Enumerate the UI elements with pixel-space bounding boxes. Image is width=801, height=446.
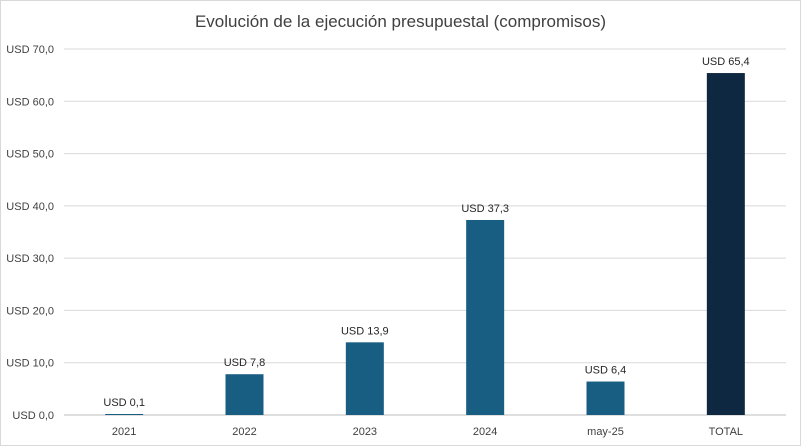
y-tick-label: USD 20,0 <box>6 305 54 317</box>
data-label: USD 7,8 <box>224 357 266 369</box>
x-tick-label: 2022 <box>232 426 256 438</box>
data-label: USD 65,4 <box>702 56 750 68</box>
bar <box>586 381 625 415</box>
y-tick-label: USD 60,0 <box>6 96 54 108</box>
y-tick-label: USD 0,0 <box>12 410 54 422</box>
x-tick-label: 2023 <box>353 426 377 438</box>
bar-total <box>706 73 745 416</box>
data-label: USD 13,9 <box>341 325 389 337</box>
y-tick-label: USD 10,0 <box>6 358 54 370</box>
x-tick-label: 2021 <box>112 426 136 438</box>
x-tick-label: TOTAL <box>709 426 743 438</box>
chart-title: Evolución de la ejecución presupuestal (… <box>194 12 607 31</box>
y-tick-label: USD 30,0 <box>6 253 54 265</box>
y-tick-label: USD 50,0 <box>6 149 54 161</box>
data-label: USD 0,1 <box>103 397 145 409</box>
data-label: USD 37,3 <box>461 203 509 215</box>
data-label: USD 6,4 <box>585 365 627 377</box>
y-tick-label: USD 70,0 <box>6 44 54 56</box>
x-tick-label: 2024 <box>473 426 497 438</box>
bar <box>105 414 144 415</box>
bar <box>466 219 505 415</box>
bar <box>225 374 264 415</box>
bar <box>345 342 384 415</box>
y-tick-label: USD 40,0 <box>6 201 54 213</box>
x-tick-label: may-25 <box>587 426 624 438</box>
